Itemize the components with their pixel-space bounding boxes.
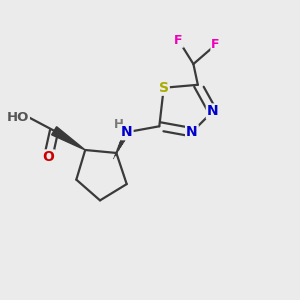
Polygon shape xyxy=(52,127,85,150)
Text: HO: HO xyxy=(7,111,29,124)
Text: H: H xyxy=(114,118,124,131)
Text: S: S xyxy=(159,81,169,95)
Text: F: F xyxy=(212,38,220,51)
Text: N: N xyxy=(121,125,133,139)
Text: N: N xyxy=(186,125,198,139)
Text: N: N xyxy=(207,104,218,118)
Text: F: F xyxy=(174,34,183,47)
Text: O: O xyxy=(42,150,54,164)
